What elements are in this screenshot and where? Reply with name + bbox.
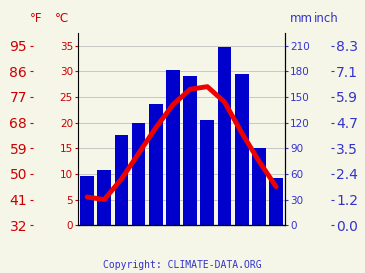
Bar — [183, 76, 197, 225]
Bar — [200, 120, 214, 225]
Text: °C: °C — [55, 11, 69, 25]
Text: inch: inch — [314, 11, 339, 25]
Text: °F: °F — [30, 11, 43, 25]
Bar — [97, 170, 111, 225]
Bar — [269, 178, 283, 225]
Bar — [252, 148, 266, 225]
Bar — [115, 135, 128, 225]
Bar — [235, 74, 249, 225]
Bar — [166, 70, 180, 225]
Text: mm: mm — [289, 11, 313, 25]
Bar — [80, 176, 94, 225]
Bar — [218, 47, 231, 225]
Bar — [149, 104, 163, 225]
Bar — [132, 123, 146, 225]
Text: Copyright: CLIMATE-DATA.ORG: Copyright: CLIMATE-DATA.ORG — [103, 260, 262, 270]
